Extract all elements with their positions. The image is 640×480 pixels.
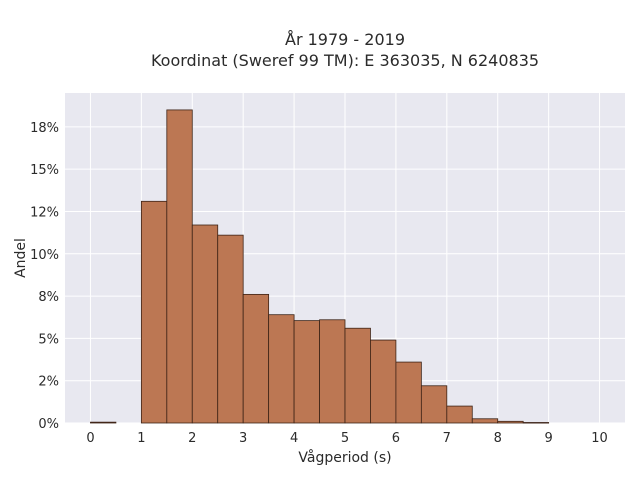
histogram-bar (522, 422, 550, 424)
x-tick-label: 5 (341, 431, 349, 446)
x-tick-label: 1 (137, 431, 145, 446)
x-tick-label: 4 (290, 431, 298, 446)
y-tick-label: 2% (38, 375, 59, 390)
histogram-bar (471, 418, 499, 424)
histogram-bar (344, 327, 371, 424)
y-tick-label: 18% (30, 121, 59, 136)
histogram-bar (217, 234, 244, 424)
histogram-bar (395, 361, 422, 424)
histogram-bar (446, 405, 473, 424)
x-tick-label: 3 (239, 431, 247, 446)
histogram-bar (166, 109, 193, 424)
x-axis-label: Vågperiod (s) (298, 449, 391, 466)
y-tick-label: 5% (38, 332, 59, 347)
histogram-bar (370, 339, 397, 424)
y-tick-label: 8% (38, 290, 59, 305)
x-tick-label: 0 (86, 431, 94, 446)
histogram-bar (90, 421, 117, 424)
histogram-bar (140, 200, 168, 424)
histogram-bar (293, 320, 320, 424)
x-tick-labels: 0 1 2 3 4 5 6 7 8 9 10 (86, 431, 608, 446)
y-tick-label: 12% (30, 205, 59, 220)
histogram-bar (319, 319, 346, 424)
histogram-bar (191, 224, 219, 424)
x-tick-label: 10 (591, 431, 608, 446)
y-tick-label: 15% (30, 163, 59, 178)
x-tick-label: 9 (544, 431, 552, 446)
x-tick-label: 6 (392, 431, 400, 446)
y-tick-label: 0% (38, 417, 59, 432)
histogram-bar (268, 314, 295, 424)
y-tick-labels: 0% 2% 5% 8% 10% 12% 15% 18% (30, 121, 59, 432)
x-tick-label: 8 (494, 431, 502, 446)
histogram-bars (90, 109, 550, 424)
chart-title-line-2: Koordinat (Sweref 99 TM): E 363035, N 62… (151, 51, 539, 70)
y-tick-label: 10% (30, 248, 59, 263)
histogram-bar (497, 420, 524, 424)
histogram-bar (420, 385, 448, 424)
x-tick-label: 7 (443, 431, 451, 446)
histogram-bar (242, 293, 270, 424)
x-tick-label: 2 (188, 431, 196, 446)
chart-title-line-1: År 1979 - 2019 (285, 30, 405, 49)
y-axis-label: Andel (13, 238, 29, 278)
